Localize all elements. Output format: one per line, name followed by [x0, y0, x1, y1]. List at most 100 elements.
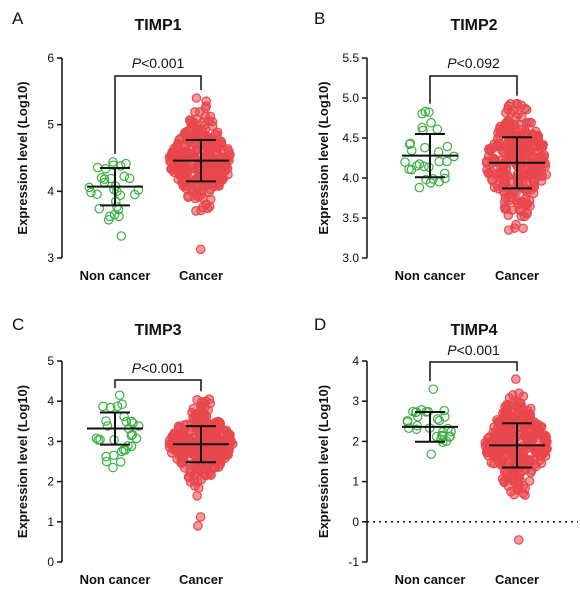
- p-value-prefix: P: [132, 360, 142, 376]
- y-tick-label: 4.5: [342, 131, 359, 145]
- data-point: [400, 157, 410, 167]
- p-value-text: <0.092: [457, 55, 500, 71]
- chart-title: TIMP2: [450, 17, 497, 34]
- data-point: [529, 146, 540, 157]
- data-point: [412, 161, 422, 171]
- data-point: [512, 100, 523, 110]
- data-point: [204, 187, 214, 198]
- series-non-cancer: [402, 384, 458, 460]
- p-value-text: <0.001: [141, 360, 184, 376]
- series-cancer: [164, 394, 238, 531]
- data-point: [201, 96, 212, 106]
- data-point: [482, 439, 492, 449]
- data-point: [534, 424, 545, 435]
- data-point: [488, 142, 499, 153]
- data-point: [209, 451, 219, 462]
- chart-title: TIMP1: [134, 17, 181, 34]
- data-point: [519, 406, 529, 416]
- data-point: [420, 142, 430, 153]
- data-point: [108, 462, 118, 473]
- data-point: [520, 103, 530, 114]
- data-point: [191, 93, 202, 103]
- y-axis-label: Expression level (Log10): [316, 385, 331, 538]
- x-tick-label: Cancer: [179, 572, 223, 587]
- data-point: [493, 436, 504, 446]
- data-point: [442, 156, 452, 167]
- significance-bracket: [114, 379, 202, 392]
- data-point: [119, 171, 130, 182]
- data-point: [176, 433, 187, 443]
- p-value: P<0.001: [132, 360, 185, 376]
- data-point: [424, 162, 434, 172]
- y-tick-label: 3: [47, 434, 54, 448]
- data-point: [194, 422, 205, 433]
- data-point: [529, 178, 539, 188]
- panel-a: A TIMP1 Expression level (Log10) 3 4 5 6 Non ca…: [12, 9, 235, 283]
- data-point: [515, 474, 525, 485]
- data-point: [133, 421, 144, 431]
- series-cancer: [480, 374, 552, 545]
- y-tick-label: 5: [47, 354, 54, 368]
- data-point: [519, 211, 530, 222]
- data-point: [521, 177, 531, 188]
- data-point: [108, 157, 118, 167]
- data-point: [197, 438, 208, 448]
- data-point: [215, 418, 226, 429]
- series-non-cancer: [87, 390, 144, 473]
- data-point: [506, 446, 516, 457]
- p-value: P<0.001: [132, 55, 185, 71]
- data-point: [196, 400, 207, 411]
- data-point: [124, 173, 135, 184]
- data-point: [193, 464, 203, 475]
- chart-title: TIMP3: [134, 322, 181, 339]
- data-point: [216, 137, 227, 148]
- data-point: [521, 454, 532, 465]
- data-point: [200, 111, 211, 121]
- y-tick-label: 2: [352, 434, 359, 448]
- data-point: [521, 146, 532, 156]
- panel-d: D TIMP4 Expression level (Log10) -1 0 1 2 3 4 Non…: [314, 315, 578, 587]
- data-point: [115, 161, 126, 171]
- data-point: [98, 401, 108, 412]
- data-point: [490, 156, 501, 167]
- data-point: [502, 400, 512, 410]
- data-point: [166, 151, 176, 162]
- y-tick-label: -1: [348, 555, 359, 569]
- data-point: [101, 451, 111, 462]
- data-point: [214, 171, 224, 182]
- data-point: [507, 177, 518, 188]
- data-point: [172, 141, 182, 151]
- p-value: P<0.092: [447, 55, 500, 71]
- data-point: [419, 161, 429, 172]
- data-point: [220, 449, 230, 460]
- data-point: [212, 130, 222, 140]
- data-point: [126, 416, 137, 427]
- data-point: [432, 124, 443, 135]
- data-point: [131, 433, 142, 444]
- y-tick-label: 6: [47, 51, 54, 65]
- data-point: [416, 405, 427, 415]
- data-point: [101, 456, 112, 467]
- data-point: [183, 472, 194, 482]
- data-point: [121, 158, 131, 169]
- data-point: [114, 211, 124, 222]
- data-point: [108, 160, 119, 170]
- x-tick-label: Non cancer: [80, 268, 151, 283]
- data-point: [520, 490, 530, 500]
- data-point: [102, 421, 113, 431]
- data-point: [411, 424, 422, 434]
- data-point: [500, 193, 511, 203]
- data-point: [186, 436, 196, 446]
- data-point: [126, 430, 137, 441]
- data-point: [183, 191, 193, 201]
- data-point: [115, 190, 126, 201]
- x-tick-label: Non cancer: [80, 572, 151, 587]
- data-point: [426, 449, 436, 460]
- data-point: [417, 122, 427, 133]
- y-tick-label: 4: [47, 184, 54, 198]
- significance-bracket: [429, 361, 518, 382]
- data-point: [509, 223, 520, 233]
- data-point: [405, 138, 416, 149]
- data-point: [531, 135, 541, 145]
- data-point: [198, 410, 209, 421]
